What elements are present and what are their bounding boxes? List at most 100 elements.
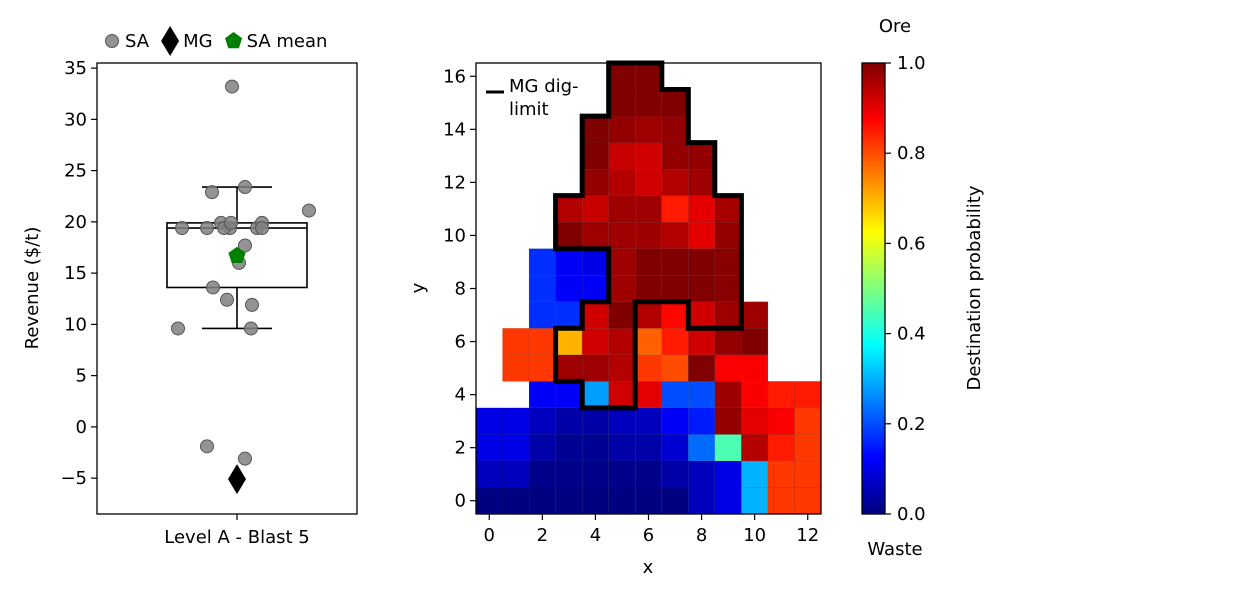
heatmap-cell	[502, 460, 530, 488]
heatmap-cell	[528, 381, 556, 409]
heatmap-x-tick-label: 2	[537, 525, 548, 546]
heatmap-cell	[555, 434, 583, 462]
heatmap-cell	[688, 407, 716, 435]
heatmap-cell	[714, 434, 742, 462]
heatmap-cell	[528, 460, 556, 488]
heatmap-cell	[661, 142, 689, 170]
heatmap-x-tick-label: 0	[484, 525, 495, 546]
heatmap-cell	[608, 381, 636, 409]
legend-mg-marker	[161, 26, 180, 56]
heatmap-cell	[688, 460, 716, 488]
mg-point	[228, 464, 246, 495]
heatmap-cell	[634, 62, 663, 90]
heatmap-cell	[634, 168, 663, 196]
heatmap-cell	[661, 221, 689, 250]
heatmap-cell	[528, 248, 556, 276]
legend-label: SA	[125, 31, 150, 52]
heatmap-cell	[634, 407, 663, 435]
sa-point	[200, 439, 214, 454]
heatmap-cell	[661, 381, 689, 409]
colorbar-tick-label: 0.4	[897, 324, 926, 345]
boxplot-y-tick-label: 0	[76, 417, 87, 438]
heatmap-cell	[502, 354, 530, 382]
heatmap-legend: MG dig- limit	[486, 76, 579, 120]
heatmap-cell	[608, 327, 636, 356]
heatmap-cell	[502, 487, 530, 515]
heatmap-cell	[581, 274, 609, 303]
heatmap-cell	[741, 407, 769, 435]
colorbar-tick-label: 1.0	[897, 53, 926, 74]
heatmap-cell	[741, 354, 769, 382]
heatmap-y-tick-label: 10	[443, 225, 466, 246]
colorbar-ticks: 0.0 0.2 0.4 0.6 0.8 1.0	[885, 53, 926, 525]
heatmap-cell	[688, 142, 716, 170]
heatmap-x-tick-label: 10	[743, 525, 766, 546]
heatmap-cell	[581, 115, 609, 143]
heatmap-cell	[714, 221, 742, 250]
sa-point	[175, 221, 189, 236]
heatmap-cell	[581, 327, 609, 356]
heatmap-cell	[634, 115, 663, 143]
heatmap-cell	[528, 274, 556, 303]
legend-label: SA mean	[247, 31, 328, 52]
heatmap-cell	[528, 301, 556, 329]
heatmap-cell	[634, 301, 663, 329]
heatmap-cell	[767, 460, 795, 488]
legend-sa-marker	[105, 34, 119, 48]
heatmap-cell	[714, 301, 742, 329]
boxplot-points	[171, 79, 316, 495]
sa-point	[302, 203, 316, 218]
heatmap-cell	[688, 354, 716, 382]
heatmap-cell	[688, 168, 716, 196]
heatmap-cell	[634, 142, 663, 170]
heatmap-cell	[608, 89, 636, 117]
heatmap-cell	[608, 301, 636, 329]
heatmap-cell	[661, 274, 689, 303]
heatmap-cell	[555, 487, 583, 515]
heatmap-cell	[555, 274, 583, 303]
heatmap-cell	[634, 460, 663, 488]
heatmap-cell	[581, 381, 609, 409]
heatmap-x-ticks: 0 2 4 6 8 10 12	[484, 514, 819, 546]
heatmap-cell	[714, 327, 742, 356]
heatmap-cell	[661, 115, 689, 143]
heatmap-cell	[794, 460, 822, 488]
heatmap-cell	[661, 354, 689, 382]
sa-point	[224, 215, 238, 230]
heatmap-cell	[688, 248, 716, 276]
colorbar-top-label: Ore	[879, 16, 911, 37]
heatmap-cell	[688, 221, 716, 250]
heatmap-cell	[661, 407, 689, 435]
colorbar: 0.0 0.2 0.4 0.6 0.8 1.0 Ore Waste Destination…	[861, 16, 985, 560]
sa-point	[200, 221, 214, 236]
heatmap-cell	[794, 381, 822, 409]
heatmap-y-tick-label: 16	[443, 66, 466, 87]
heatmap-cell	[661, 89, 689, 117]
heatmap-cell	[528, 354, 556, 382]
heatmap-cell	[634, 327, 663, 356]
heatmap-cell	[475, 434, 503, 462]
heatmap-cell	[475, 407, 503, 435]
heatmap-cell	[475, 460, 503, 488]
heatmap-cell	[555, 327, 583, 356]
heatmap-cell	[634, 221, 663, 250]
heatmap-cell	[608, 115, 636, 143]
heatmap-cell	[528, 487, 556, 515]
boxplot-y-tick-label: 35	[64, 58, 87, 79]
boxplot-y-tick-label: 5	[76, 366, 87, 387]
heatmap-cell	[634, 248, 663, 276]
heatmap-y-tick-label: 0	[455, 491, 466, 512]
heatmap-cell	[555, 248, 583, 276]
sa-point	[238, 451, 252, 466]
heatmap-cell	[608, 487, 636, 515]
heatmap-cell	[608, 248, 636, 276]
boxplot-y-axis-label: Revenue ($/t)	[22, 227, 43, 350]
heatmap-cell	[581, 248, 609, 276]
heatmap-cell	[741, 460, 769, 488]
heatmap-cell	[714, 407, 742, 435]
heatmap-cell	[608, 195, 636, 223]
heatmap-cell	[634, 487, 663, 515]
heatmap-cell	[661, 301, 689, 329]
heatmap-x-tick-label: 4	[590, 525, 601, 546]
